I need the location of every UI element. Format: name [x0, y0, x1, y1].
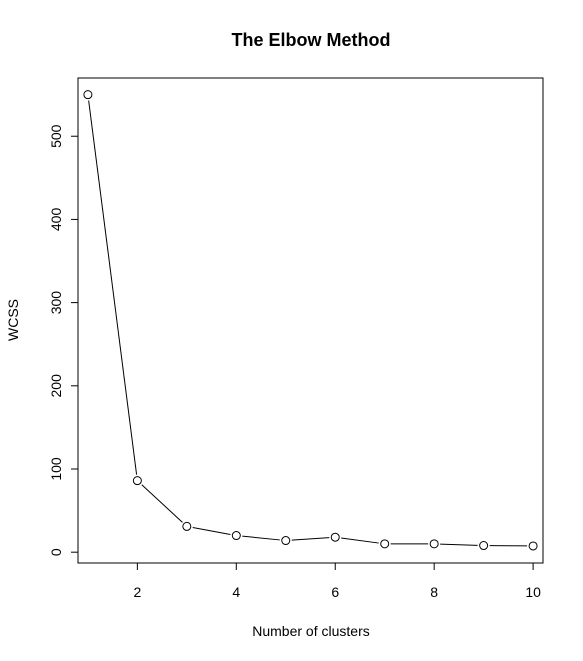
x-tick-label: 4	[232, 584, 240, 600]
data-point	[528, 541, 538, 551]
data-point	[479, 541, 489, 551]
y-tick-label: 300	[48, 291, 64, 315]
y-tick-label: 100	[48, 457, 64, 481]
x-tick-label: 2	[133, 584, 141, 600]
data-point	[83, 90, 93, 100]
series-wcss	[83, 90, 538, 551]
series-line-segment	[88, 100, 138, 475]
x-axis: 2 4 6 8 10	[133, 562, 541, 600]
data-point	[132, 476, 142, 486]
y-tick-label: 200	[48, 374, 64, 398]
x-tick-label: 6	[331, 584, 339, 600]
y-axis: 0 100 200 300 400 500	[48, 124, 79, 556]
series-line-segment	[291, 537, 330, 541]
x-axis-label: Number of clusters	[252, 623, 369, 639]
chart-title: The Elbow Method	[232, 30, 391, 50]
series-line-segment	[242, 535, 280, 541]
y-tick-label: 500	[48, 124, 64, 148]
data-point	[429, 539, 439, 549]
data-point	[182, 521, 192, 531]
series-line-segment	[141, 484, 183, 523]
x-tick-label: 8	[430, 584, 438, 600]
series-line-segment	[341, 537, 379, 544]
y-tick-label: 400	[48, 208, 64, 232]
data-point	[281, 536, 291, 546]
series-line-segment	[440, 543, 478, 546]
data-point	[330, 532, 340, 542]
data-point	[380, 539, 390, 549]
x-tick-label: 10	[525, 584, 541, 600]
y-tick-label: 0	[48, 548, 64, 556]
y-axis-label: WCSS	[5, 299, 21, 341]
data-point	[231, 531, 241, 541]
series-line-segment	[192, 526, 231, 535]
